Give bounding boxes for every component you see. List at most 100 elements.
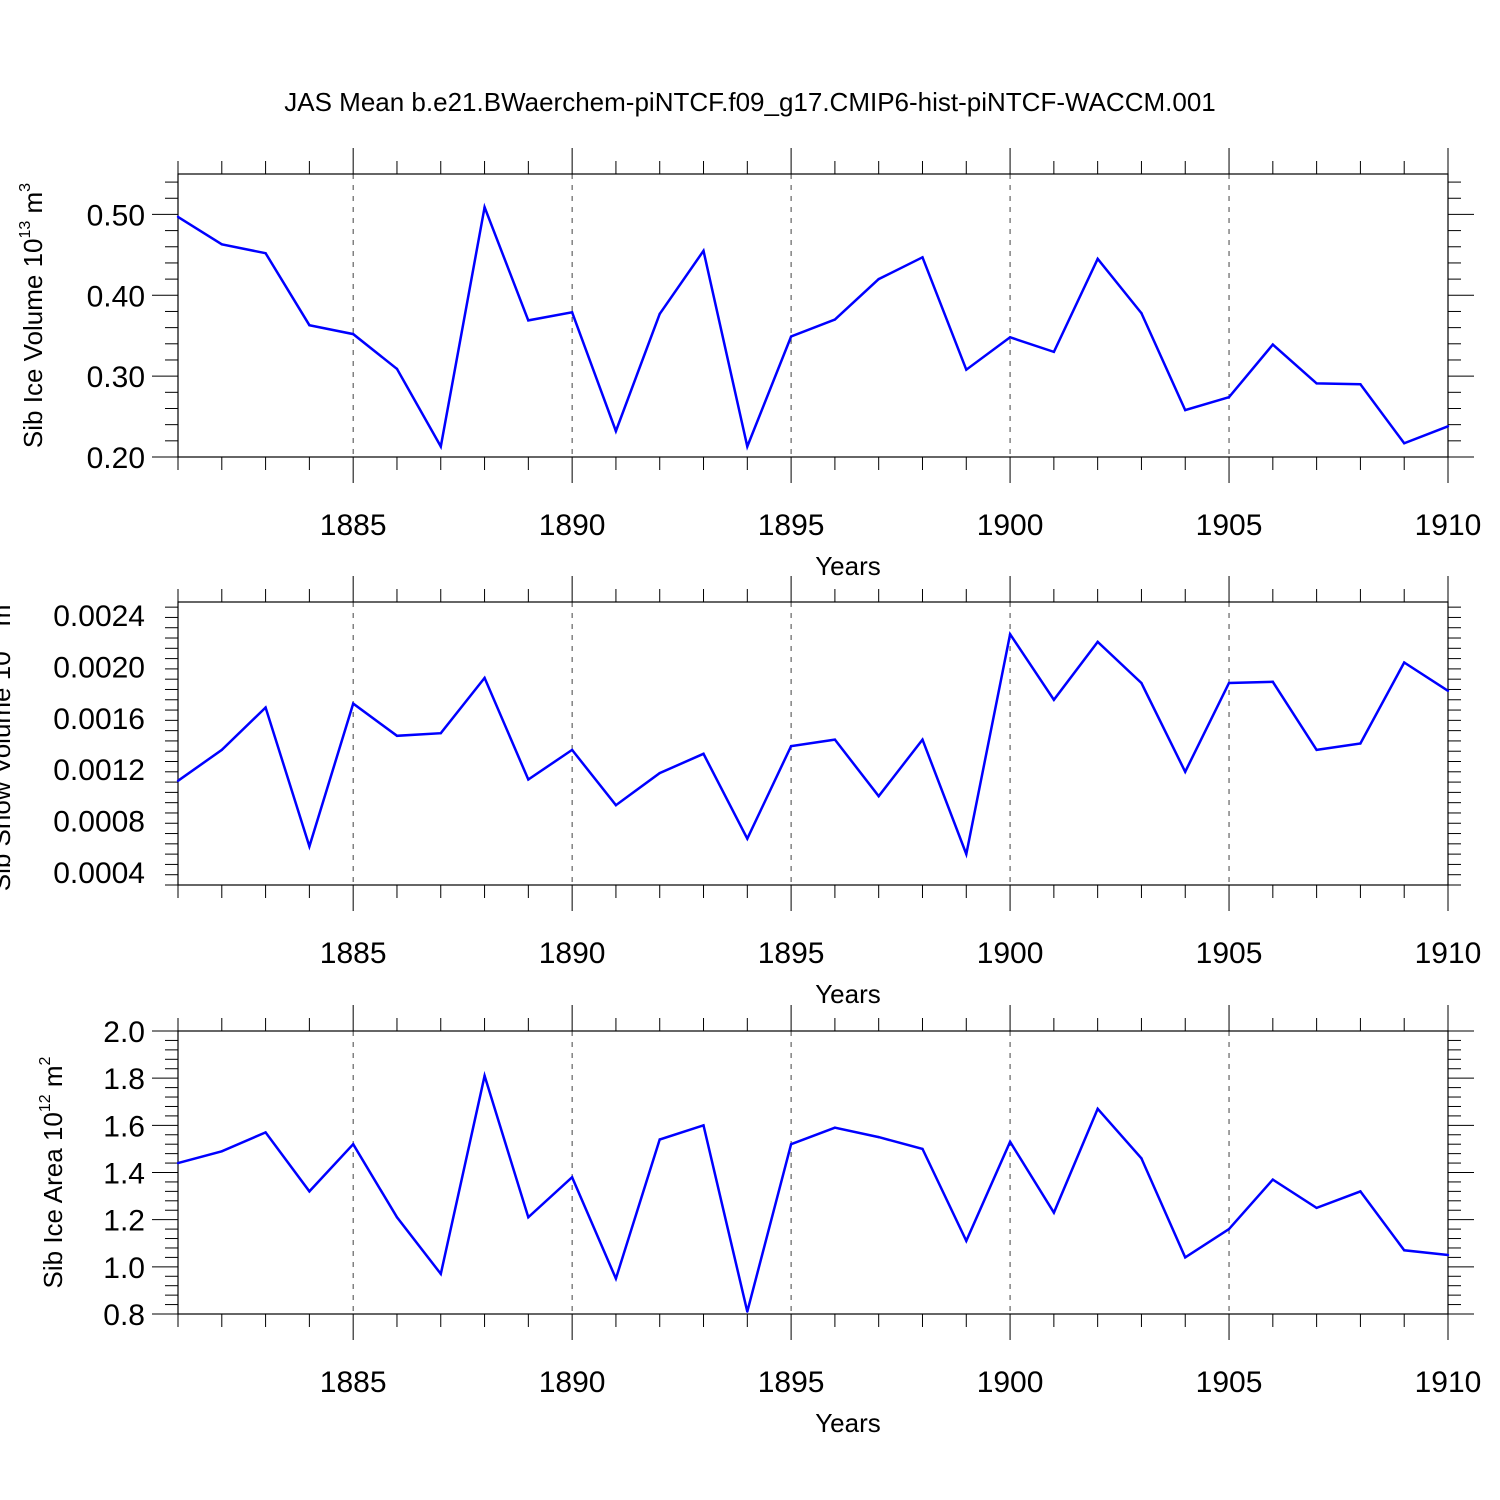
y-axis-label: Sib Ice Area 1012 m2 [37, 1056, 68, 1288]
data-point [351, 332, 355, 336]
y-axis-label: Sib Snow Volume 1013 m3 [0, 596, 16, 892]
x-tick-label: 1900 [977, 1366, 1044, 1399]
x-tick-label: 1900 [977, 509, 1044, 542]
data-point [483, 1074, 486, 1078]
y-tick-label: 0.20 [87, 442, 145, 475]
x-tick-label: 1895 [758, 937, 825, 970]
data-point [746, 837, 749, 840]
y-tick-label: 0.40 [87, 280, 145, 313]
data-point [176, 779, 180, 783]
data-point [439, 732, 442, 735]
data-point [921, 738, 924, 741]
data-point [220, 1150, 223, 1153]
data-point [264, 706, 267, 709]
data-point [1446, 689, 1450, 692]
data-point [1008, 1140, 1012, 1144]
data-point [1096, 640, 1099, 644]
data-point [527, 1216, 530, 1219]
x-tick-label: 1890 [539, 937, 606, 970]
data-point [1403, 442, 1406, 445]
data-point [570, 311, 574, 314]
data-point [264, 252, 267, 255]
data-point [1271, 680, 1275, 683]
x-tick-label: 1885 [320, 937, 387, 970]
data-point [1315, 748, 1318, 752]
data-point [1140, 311, 1143, 315]
y-axis-label-unit-exponent: 3 [0, 596, 2, 605]
x-axis-label: Years [815, 979, 881, 1009]
data-point [1008, 632, 1012, 636]
data-point [746, 445, 749, 448]
y-axis-label-text: Sib Ice Area 10 [38, 1112, 68, 1288]
data-point [877, 1135, 880, 1139]
data-point [527, 319, 530, 322]
x-tick-label: 1905 [1196, 509, 1263, 542]
data-point [789, 1143, 793, 1146]
data-point [176, 1161, 180, 1165]
y-tick-label: 0.30 [87, 361, 145, 394]
x-tick-label: 1910 [1415, 1366, 1482, 1399]
panel-2: 1885 1890 1895 1900 1905 1910 Years 0.0004 0.000… [0, 576, 1481, 1009]
data-point [1227, 1227, 1231, 1231]
x-tick-label: 1890 [539, 509, 606, 542]
data-point [395, 734, 399, 737]
data-point [614, 804, 618, 807]
data-point [1315, 1206, 1318, 1210]
x-tick-label: 1905 [1196, 937, 1263, 970]
y-axis-label-unit-exponent: 2 [37, 1056, 54, 1065]
data-point [395, 367, 399, 371]
panel-1: 1885 1890 1895 1900 1905 1910 Years 0.20 0.30 0.4… [17, 148, 1481, 581]
data-point [1008, 336, 1012, 339]
data-point [264, 1131, 267, 1134]
data-point [176, 215, 180, 219]
data-point [1140, 1157, 1143, 1160]
plot-frame [177, 173, 1449, 458]
data-point [658, 1138, 661, 1141]
data-point [789, 744, 793, 748]
data-point [658, 771, 661, 775]
data-point [1096, 257, 1099, 261]
data-point [1052, 698, 1056, 701]
y-axis-label: Sib Ice Volume 1013 m3 [17, 183, 48, 448]
y-tick-label: 0.0020 [53, 651, 145, 684]
data-point [483, 205, 486, 209]
data-point [351, 702, 355, 705]
y-axis-label-exponent: 13 [0, 633, 2, 651]
data-point [570, 748, 574, 752]
y-tick-label: 1.0 [103, 1252, 145, 1285]
x-tick-label: 1910 [1415, 509, 1482, 542]
y-tick-label: 1.2 [103, 1205, 145, 1238]
y-axis-label-exponent: 13 [17, 221, 34, 239]
data-point [1184, 408, 1187, 412]
data-point [570, 1176, 574, 1179]
data-point [1096, 1107, 1099, 1111]
y-tick-label: 0.8 [103, 1299, 145, 1332]
y-tick-label: 0.0008 [53, 806, 145, 839]
series-line [177, 202, 1449, 451]
data-point [1052, 1211, 1056, 1214]
chart-panels: 1885 1890 1895 1900 1905 1910 Years 0.20 0.30 0.4… [0, 148, 1481, 1438]
y-axis-label-unit: m [38, 1065, 68, 1094]
data-point [702, 1124, 705, 1127]
data-point [921, 256, 924, 259]
data-point [1403, 661, 1406, 664]
x-tick-label: 1895 [758, 1366, 825, 1399]
data-point [439, 1272, 442, 1276]
y-tick-label: 0.0004 [53, 857, 145, 890]
data-point [527, 778, 530, 781]
y-tick-label: 0.0024 [53, 600, 145, 633]
data-point [921, 1147, 924, 1151]
data-point [1446, 1253, 1450, 1257]
data-point [833, 1126, 837, 1129]
data-point [1359, 742, 1362, 745]
y-axis-label-unit-exponent: 3 [17, 183, 34, 192]
y-tick-label: 2.0 [103, 1016, 145, 1049]
x-axis-label: Years [815, 1408, 881, 1438]
data-point [965, 368, 968, 371]
data-point [1227, 395, 1231, 399]
data-point [1140, 681, 1143, 685]
data-point [1052, 350, 1056, 354]
data-point [1359, 383, 1362, 386]
data-point [658, 312, 661, 316]
